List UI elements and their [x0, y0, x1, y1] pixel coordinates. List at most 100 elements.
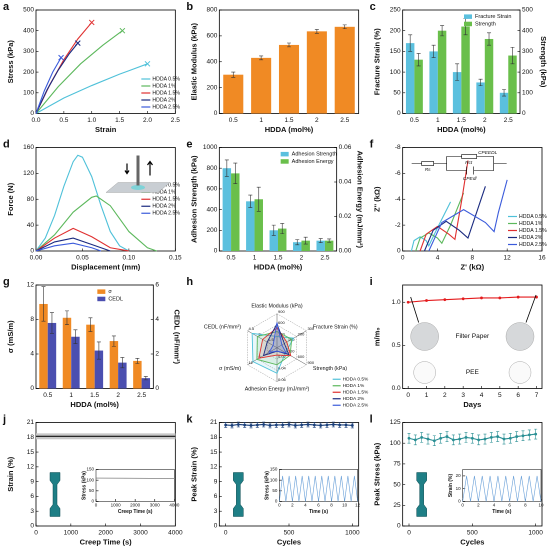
panel-label: b — [186, 1, 193, 13]
error-bar — [314, 29, 319, 34]
bar — [316, 240, 325, 251]
radar-axis-label: Fracture Strain (%) — [313, 324, 358, 330]
error-bar — [318, 238, 323, 244]
panel-label: g — [3, 276, 10, 288]
y-axis-label: Stress (kPa) — [265, 471, 271, 500]
sample — [131, 185, 145, 190]
y-tick-label: 21 — [210, 419, 218, 426]
line — [423, 186, 486, 252]
line — [462, 475, 542, 502]
bar — [141, 378, 151, 389]
bar — [251, 57, 272, 114]
legend-label: Strength — [475, 21, 496, 27]
marker — [439, 436, 443, 440]
x-tick-label: 0.00 — [30, 255, 43, 262]
y2-tick-label: 0 — [155, 385, 159, 392]
panel-label: a — [3, 1, 10, 13]
sample-image — [505, 322, 535, 351]
marker — [464, 436, 468, 439]
marker — [293, 424, 297, 427]
marker — [443, 298, 447, 302]
bar — [231, 173, 240, 251]
line — [35, 57, 62, 114]
bar — [269, 230, 278, 251]
y-tick-label: 800 — [206, 165, 217, 172]
error-bar — [73, 329, 78, 344]
inset-frame — [462, 469, 542, 502]
y-tick-label: 120 — [23, 170, 34, 177]
x-tick-label: 8 — [471, 255, 475, 262]
error-bar — [224, 159, 229, 177]
x-tick-label: 0.5 — [410, 117, 419, 124]
y-tick-label: 600 — [206, 33, 217, 40]
bar — [109, 341, 119, 389]
y-tick-label: 1.0 — [392, 299, 401, 306]
bar — [94, 350, 104, 389]
radar-tick-label: 200 — [298, 331, 305, 336]
x-tick-label: 0 — [461, 503, 464, 508]
image-label: Filter Paper — [456, 333, 490, 340]
arrow — [410, 294, 537, 323]
x-tick-label: 0.15 — [169, 255, 182, 262]
y-tick-label: 0 — [397, 523, 401, 530]
marker — [300, 423, 304, 427]
bar — [476, 82, 485, 114]
error-bar — [120, 357, 125, 369]
marker — [224, 423, 228, 427]
y-tick-label: 0 — [275, 499, 278, 504]
bar — [71, 336, 80, 389]
panel-label: l — [370, 413, 373, 425]
legend-label: HDDA 1% — [152, 83, 176, 89]
line — [35, 227, 129, 252]
x-tick-label: 7 — [535, 392, 539, 399]
x-tick-label: 1 — [425, 392, 429, 399]
x-tick-label: 6 — [516, 392, 520, 399]
marker — [268, 424, 272, 427]
x-tick-label: 2.0 — [143, 117, 152, 124]
radar-tick-label: 0.06 — [278, 377, 287, 382]
bar — [499, 92, 509, 114]
y-tick-label: 150 — [86, 467, 94, 472]
end-marker — [144, 60, 151, 67]
error-bar — [64, 310, 69, 325]
y-tick-label: 500 — [23, 7, 34, 14]
error-bar — [510, 46, 515, 65]
x-axis-label: Cycles — [460, 537, 484, 546]
y2-tick-label: 500 — [522, 7, 533, 14]
bar — [222, 168, 232, 251]
y-tick-label: 200 — [390, 27, 401, 34]
marker — [325, 423, 329, 427]
bar — [246, 201, 255, 251]
bar — [508, 55, 517, 114]
radar-axis-label: CEDL (nF/mm²) — [204, 324, 241, 330]
y-axis-label: Peak Stress (kPa) — [373, 442, 382, 505]
panel-label: j — [2, 413, 6, 425]
legend-label: HDDA 0.5% — [343, 377, 369, 383]
line — [279, 475, 358, 502]
bar — [278, 44, 300, 114]
line — [408, 296, 537, 303]
x-axis-label: Cycles — [277, 537, 301, 546]
y2-tick-label: 0.04 — [339, 179, 352, 186]
x-tick-label: 2 — [116, 392, 120, 399]
error-bar — [502, 89, 507, 97]
marker — [496, 435, 500, 438]
y-tick-label: 160 — [23, 144, 34, 151]
y2-axis-label: CEDL (nF/mm²) — [172, 310, 181, 365]
x-tick-label: 2 — [477, 503, 480, 508]
legend-label: HDDA 1.5% — [519, 228, 547, 234]
error-bar — [233, 162, 238, 185]
x-tick-label: 0 — [401, 255, 405, 262]
radar-tick-label: 8 — [258, 354, 261, 359]
radar-tick-label: 12 — [249, 360, 254, 365]
bar — [301, 240, 310, 251]
circuit-label: CPEEDL — [478, 150, 498, 156]
bar — [39, 303, 48, 389]
y-tick-label: 50 — [272, 488, 278, 493]
legend-label: HDDA 1% — [152, 190, 176, 196]
marker — [287, 423, 291, 426]
bar — [62, 317, 72, 389]
y-tick-label: 50 — [89, 488, 95, 493]
y-tick-label: 3 — [214, 508, 218, 515]
y2-axis-label: Strength (kPa) — [539, 36, 548, 88]
